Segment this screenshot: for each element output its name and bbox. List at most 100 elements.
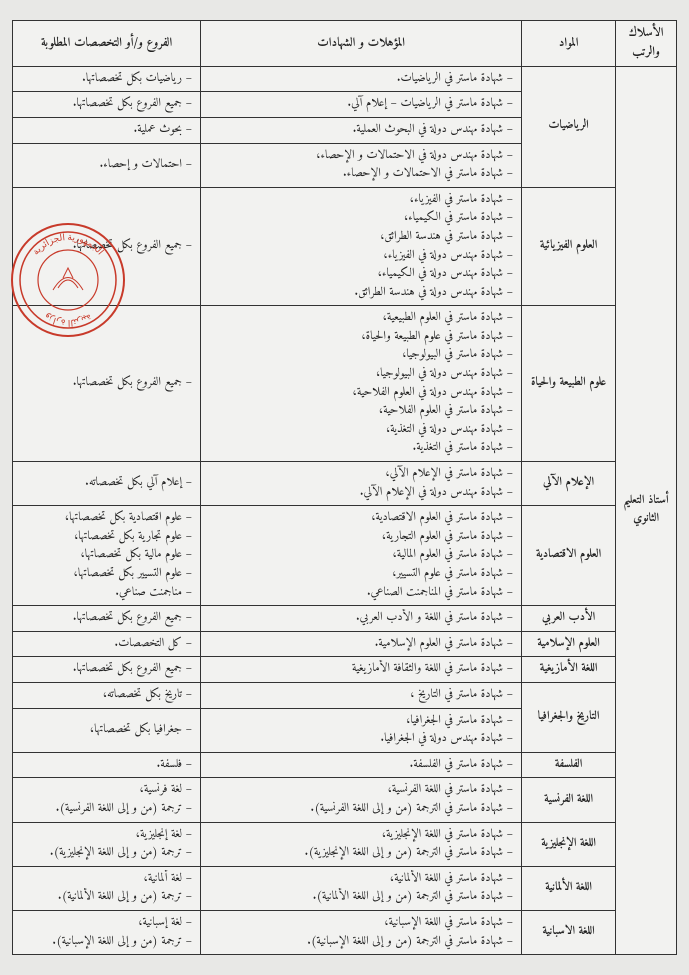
table-row: الإعلام الآلي– شهادة ماستر في الإعلام ال… (13, 462, 677, 506)
qualifications-cell: – شهادة ماستر في الجغرافيا،– شهادة مهندس… (201, 708, 522, 752)
subject-cell: اللغة الفرنسية (522, 778, 616, 822)
qualification-line: – شهادة ماستر في البيولوجيا، (206, 346, 513, 365)
branches-cell: – جغرافيا بكل تخصصاتها، (13, 708, 201, 752)
qualifications-cell: – شهادة ماستر في الرياضيات. (201, 66, 522, 92)
table-row: اللغة الإنجليزية– شهادة ماستر في اللغة ا… (13, 822, 677, 866)
qualification-line: – شهادة ماستر في اللغة الإنجليزية، (206, 826, 513, 845)
qualifications-cell: – شهادة ماستر في الرياضيات – إعلام آلي. (201, 92, 522, 118)
qualifications-cell: – شهادة ماستر في الإعلام الآلي،– شهادة م… (201, 462, 522, 506)
qualification-line: – شهادة ماستر في الترجمة (من و إلى اللغة… (206, 800, 513, 819)
branch-line: – جميع الفروع بكل تخصصاتها. (18, 95, 192, 114)
subject-cell: الفلسفة (522, 752, 616, 778)
qualification-line: – شهادة مهندس دولة في التغذية، (206, 421, 513, 440)
branch-line: – جميع الفروع بكل تخصصاتها. (18, 609, 192, 628)
branches-cell: – تاريخ بكل تخصصاته، (13, 682, 201, 708)
branch-line: – جميع الفروع بكل تخصصاتها. (18, 374, 192, 393)
qualification-line: – شهادة ماستر في العلوم الاقتصادية، (206, 509, 513, 528)
branch-line: – احتمالات و إحصاء. (18, 156, 192, 175)
branches-cell: – جميع الفروع بكل تخصصاتها. (13, 92, 201, 118)
table-row: علوم الطبيعة والحياة– شهادة ماستر في الع… (13, 306, 677, 462)
branches-cell: – فلسفة. (13, 752, 201, 778)
branch-line: – علوم مالية بكل تخصصاتها، (18, 546, 192, 565)
qualification-line: – شهادة مهندس دولة في البحوث العملية. (206, 121, 513, 140)
subject-cell: العلوم الإسلامية (522, 631, 616, 657)
qualification-line: – شهادة ماستر في المناجمنت الصناعي. (206, 584, 513, 603)
table-row: اللغة الاسبانية– شهادة ماستر في اللغة ال… (13, 910, 677, 954)
qualification-line: – شهادة ماستر في العلوم الإسلامية. (206, 635, 513, 654)
qualification-line: – شهادة ماستر في الرياضيات. (206, 70, 513, 89)
qualification-line: – شهادة ماستر في علوم الطبيعة والحياة، (206, 328, 513, 347)
branch-line: – ترجمة (من و إلى اللغة الإنجليزية). (18, 844, 192, 863)
qualification-line: – شهادة ماستر في الفيزياء، (206, 191, 513, 210)
qualifications-cell: – شهادة ماستر في الفيزياء،– شهادة ماستر … (201, 187, 522, 306)
header-branch: الفروع و/أو التخصصات المطلوبة (13, 21, 201, 67)
branches-cell: – جميع الفروع بكل تخصصاتها. (13, 306, 201, 462)
subject-cell: اللغة الأمازيغية (522, 657, 616, 683)
table-row: اللغة الأمازيغية– شهادة ماستر في اللغة و… (13, 657, 677, 683)
branches-cell: – لغة فرنسية،– ترجمة (من و إلى اللغة الف… (13, 778, 201, 822)
branches-cell: – رياضيات بكل تخصصاتها. (13, 66, 201, 92)
branch-line: – فلسفة. (18, 756, 192, 775)
branch-line: – ترجمة (من و إلى اللغة الألمانية). (18, 888, 192, 907)
qualification-line: – شهادة ماستر في الرياضيات – إعلام آلي. (206, 95, 513, 114)
qualification-line: – شهادة مهندس دولة في الفيزياء، (206, 247, 513, 266)
header-rank: الأسلاك والرتب (616, 21, 677, 67)
qualification-line: – شهادة مهندس دولة في الكيمياء، (206, 265, 513, 284)
qualifications-cell: – شهادة ماستر في التاريخ ، (201, 682, 522, 708)
rank-cell: أستاذ التعليم الثانوي (616, 66, 677, 954)
branch-line: – لغة إسبانية، (18, 914, 192, 933)
qualifications-cell: – شهادة ماستر في العلوم الطبيعية،– شهادة… (201, 306, 522, 462)
table-row: الأدب العربي– شهادة ماستر في اللغة و الأ… (13, 606, 677, 632)
qualifications-cell: – شهادة ماستر في اللغة الفرنسية،– شهادة … (201, 778, 522, 822)
qualifications-cell: – شهادة ماستر في اللغة الإنجليزية،– شهاد… (201, 822, 522, 866)
branches-cell: – احتمالات و إحصاء. (13, 143, 201, 187)
qualifications-cell: – شهادة ماستر في العلوم الإسلامية. (201, 631, 522, 657)
branch-line: – ترجمة (من و إلى اللغة الفرنسية). (18, 800, 192, 819)
subject-cell: الأدب العربي (522, 606, 616, 632)
table-row: اللغة الفرنسية– شهادة ماستر في اللغة الف… (13, 778, 677, 822)
subject-cell: العلوم الاقتصادية (522, 506, 616, 606)
branch-line: – جميع الفروع بكل تخصصاتها. (18, 660, 192, 679)
table-row: العلوم الإسلامية – شهادة ماستر في العلوم … (13, 631, 677, 657)
qualification-line: – شهادة مهندس دولة في هندسة الطرائق. (206, 284, 513, 303)
qualification-line: – شهادة ماستر في الترجمة (من و إلى اللغة… (206, 888, 513, 907)
branch-line: – علوم اقتصادية بكل تخصصاتها، (18, 509, 192, 528)
qualification-line: – شهادة ماستر في الكيمياء، (206, 209, 513, 228)
qualification-line: – شهادة ماستر في علوم التسيير، (206, 565, 513, 584)
table-row: اللغة الألمانية– شهادة ماستر في اللغة ال… (13, 866, 677, 910)
branch-line: – علوم التسيير بكل تخصصاتها، (18, 565, 192, 584)
branches-cell: – بحوث عملية. (13, 117, 201, 143)
branches-cell: – كل التخصصات. (13, 631, 201, 657)
qualification-line: – شهادة ماستر في اللغة الفرنسية، (206, 781, 513, 800)
qualification-line: – شهادة ماستر في الإعلام الآلي، (206, 465, 513, 484)
branches-cell: – جميع الفروع بكل تخصصاتها. (13, 606, 201, 632)
subject-cell: اللغة الألمانية (522, 866, 616, 910)
branch-line: – جغرافيا بكل تخصصاتها، (18, 721, 192, 740)
table-row: العلوم الفيزيائية– شهادة ماستر في الفيزي… (13, 187, 677, 306)
branch-line: – لغة ألمانية، (18, 870, 192, 889)
branches-cell: – إعلام آلي بكل تخصصاته. (13, 462, 201, 506)
subject-cell: علوم الطبيعة والحياة (522, 306, 616, 462)
qualifications-table: الأسلاك والرتب المواد المؤهلات و الشهادا… (12, 20, 677, 955)
subject-cell: العلوم الفيزيائية (522, 187, 616, 306)
qualification-line: – شهادة ماستر في الترجمة (من و إلى اللغة… (206, 844, 513, 863)
qualifications-cell: – شهادة مهندس دولة في الاحتمالات و الإحص… (201, 143, 522, 187)
branches-cell: – لغة إنجليزية،– ترجمة (من و إلى اللغة ا… (13, 822, 201, 866)
branch-line: – بحوث عملية. (18, 121, 192, 140)
qualification-line: – شهادة مهندس دولة في الجغرافيا. (206, 730, 513, 749)
branch-line: – لغة إنجليزية، (18, 826, 192, 845)
table-header-row: الأسلاك والرتب المواد المؤهلات و الشهادا… (13, 21, 677, 67)
branch-line: – إعلام آلي بكل تخصصاته. (18, 474, 192, 493)
branch-line: – تاريخ بكل تخصصاته، (18, 686, 192, 705)
branch-line: – مناجمنت صناعي. (18, 584, 192, 603)
subject-cell: الإعلام الآلي (522, 462, 616, 506)
qualification-line: – شهادة ماستر في العلوم التجارية، (206, 528, 513, 547)
qualification-line: – شهادة ماستر في الاحتمالات و الإحصاء. (206, 165, 513, 184)
branch-line: – لغة فرنسية، (18, 781, 192, 800)
branches-cell: – لغة إسبانية،– ترجمة (من و إلى اللغة ال… (13, 910, 201, 954)
subject-cell: اللغة الإنجليزية (522, 822, 616, 866)
qualification-line: – شهادة ماستر في الجغرافيا، (206, 712, 513, 731)
qualification-line: – شهادة ماستر في الترجمة (من و إلى اللغة… (206, 933, 513, 952)
branch-line: – علوم تجارية بكل تخصصاتها، (18, 528, 192, 547)
branches-cell: – لغة ألمانية،– ترجمة (من و إلى اللغة ال… (13, 866, 201, 910)
